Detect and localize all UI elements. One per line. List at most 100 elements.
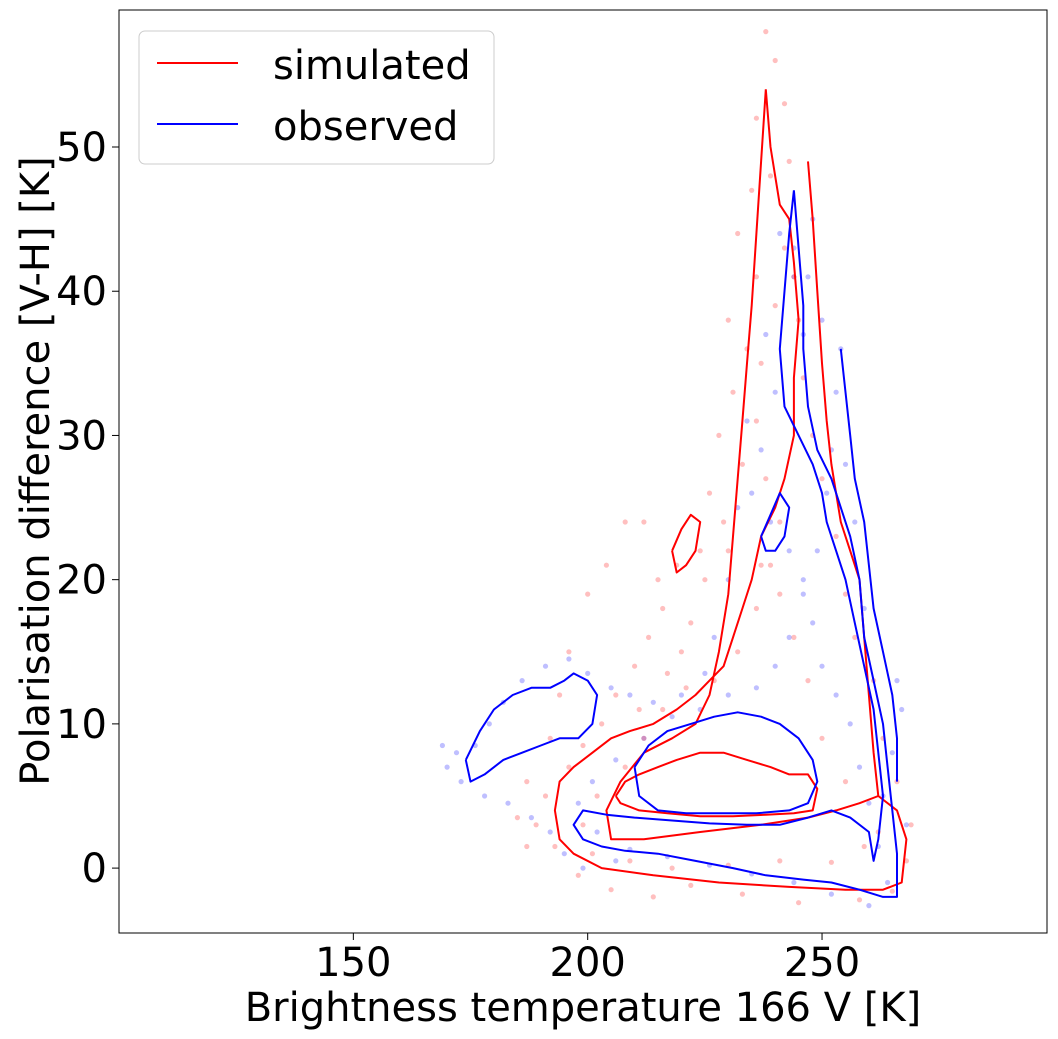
observed-point [866,903,872,909]
simulated-point [632,663,638,669]
observed-point [786,634,792,641]
observed-point [903,822,910,828]
legend: simulated observed [138,30,495,165]
observed-point [800,591,806,597]
observed-point [613,757,619,763]
observed-point [453,750,460,756]
simulated-point [664,670,671,677]
simulated-point [585,591,591,597]
simulated-point [706,490,713,496]
observed-point [819,663,825,669]
simulated-point [767,562,774,568]
observed-point [575,800,581,806]
simulated-point [730,389,736,395]
observed-point [819,317,825,323]
observed-contour-blob [760,492,791,552]
observed-point [650,699,656,705]
simulated-point [739,891,746,897]
simulated-point [589,851,596,857]
observed-point [833,389,839,395]
simulated-point [758,360,764,366]
simulated-point [678,649,685,655]
simulated-point [557,692,563,698]
observed-contour-right-edge [839,348,898,782]
simulated-point [622,519,628,525]
observed-contour-outer [572,190,898,898]
simulated-point [721,519,727,525]
simulated-point [735,230,741,237]
observed-point [810,620,816,626]
observed-point [486,721,492,727]
observed-point [772,663,778,669]
observed-point [772,389,778,395]
simulated-point [753,274,760,280]
simulated-point [796,900,802,906]
simulated-point [542,793,549,799]
simulated-contour-inner [614,751,819,818]
simulated-point [753,115,760,121]
contour-layer [464,89,908,898]
simulated-point [758,562,764,568]
simulated-point [524,779,530,785]
observed-point [852,519,858,525]
y-tick-label: 0 [82,846,107,892]
simulated-point [763,476,769,482]
legend-label-observed: observed [273,104,458,150]
simulated-point [753,418,760,424]
simulated-point [533,822,539,828]
observed-point [589,779,596,785]
simulated-point [767,173,774,179]
simulated-point [908,822,914,828]
simulated-point [599,721,605,727]
simulated-point [889,888,895,894]
observed-point [580,865,586,871]
y-tick-label: 50 [56,125,107,171]
simulated-point [627,858,633,864]
y-axis-ticks: 0 10 20 30 40 50 [56,125,119,892]
simulated-contour-blob [671,513,702,574]
observed-point [561,851,567,857]
simulated-point [842,779,849,785]
observed-point [641,735,647,741]
simulated-point [650,894,656,900]
simulated-point [805,678,811,684]
observed-point [594,829,600,835]
simulated-point [763,29,769,35]
simulated-point [753,605,760,612]
observed-point [519,678,525,684]
simulated-point [772,57,778,64]
observed-point [856,764,863,770]
simulated-point [725,548,731,554]
simulated-point [655,577,661,583]
simulated-contour-right-edge [807,161,880,797]
observed-point [894,678,900,684]
observed-point [585,670,591,677]
observed-point [702,670,708,677]
simulated-point [636,706,642,713]
observed-point [711,634,717,641]
simulated-point [749,187,755,193]
observed-point [482,793,488,799]
observed-point [842,461,849,467]
simulated-point [772,303,778,309]
observed-point [627,692,633,698]
y-axis-label: Polarisation difference [V-H] [K] [13,156,59,785]
plot-area [439,29,914,909]
observed-contour-left-tail [464,672,599,783]
simulated-point [688,882,694,889]
y-tick-label: 30 [56,413,107,459]
observed-point [800,577,806,583]
observed-point [678,692,685,698]
simulated-point [660,706,666,713]
observed-point [777,230,783,237]
observed-point [889,750,895,756]
observed-point [805,274,811,280]
x-tick-label: 250 [784,940,860,986]
observed-point [505,800,511,806]
simulated-point [683,685,689,691]
observed-point [744,418,750,424]
simulated-point [580,822,586,828]
y-tick-label: 40 [56,269,107,315]
simulated-point [641,735,647,741]
observed-point [866,800,872,806]
